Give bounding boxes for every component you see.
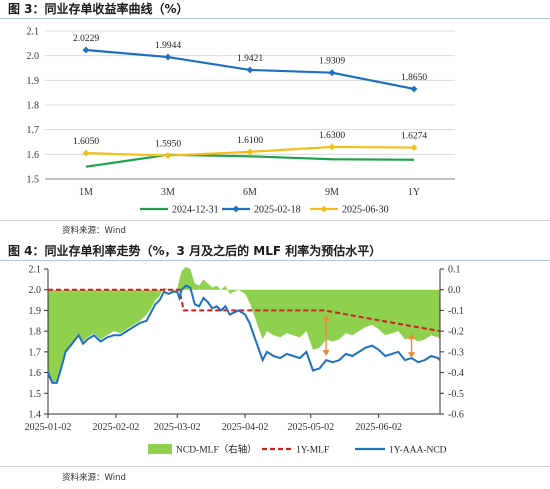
spread-arrow-head: [322, 350, 330, 356]
figure3-source-divider: [0, 220, 550, 221]
ncd-rate-trend-chart: 1.4 1.5 1.6 1.7 1.8 1.9 2.0 2.1 -0.6 -0.5 -0.4 -0.3…: [25, 265, 464, 456]
data-label: 1.9309: [319, 57, 345, 67]
x-tick-label: 2025-05-02: [287, 422, 334, 433]
left-y-tick-label: 1.7: [29, 347, 42, 358]
right-y-tick-label: -0.6: [448, 410, 464, 421]
legend-label: 2025-02-18: [254, 205, 301, 216]
data-label: 1.6274: [401, 132, 427, 142]
legend-swatch: [148, 444, 172, 454]
right-y-tick-label: -0.2: [448, 327, 464, 338]
data-point: [164, 53, 172, 61]
legend-label: 1Y-MLF: [296, 446, 329, 456]
x-tick-label: 9M: [325, 187, 339, 198]
data-label: 1.5950: [155, 140, 181, 150]
series-line: [85, 153, 415, 168]
data-point: [246, 66, 254, 74]
spread-arrow-head: [408, 333, 416, 340]
right-y-tick-label: -0.1: [448, 306, 464, 317]
figure3-source: 资料来源：Wind: [62, 226, 126, 236]
x-tick-label: 2025-04-02: [222, 422, 269, 433]
figure4-title: 图 4：同业存单利率走势（%，3 月及之后的 MLF 利率为预估水平）: [8, 244, 382, 258]
data-point: [410, 144, 418, 151]
figure3-header: 图 3：同业存单收益率曲线（%）: [0, 0, 550, 19]
y-tick-label: 1.6: [27, 150, 40, 161]
data-point: [328, 69, 336, 77]
x-tick-label: 6M: [243, 187, 257, 198]
data-point: [82, 46, 90, 54]
y-tick-label: 1.5: [27, 175, 40, 186]
x-tick-label: 1Y: [408, 187, 420, 198]
x-tick-label: 2025-02-02: [93, 422, 140, 433]
x-tick-label: 2025-03-02: [154, 422, 201, 433]
x-tick-label: 2025-06-02: [355, 422, 402, 433]
data-label: 1.8650: [401, 73, 427, 83]
left-y-tick-label: 1.8: [29, 327, 42, 338]
right-y-tick-label: -0.4: [448, 368, 464, 379]
ncd-line: [47, 284, 441, 384]
figure4-header: 图 4：同业存单利率走势（%，3 月及之后的 MLF 利率为预估水平）: [0, 242, 550, 261]
spread-arrow-head: [408, 352, 416, 359]
spread-arrow-head: [322, 314, 330, 321]
data-label: 1.6300: [319, 131, 345, 141]
legend-label: 2024-12-31: [172, 205, 219, 216]
x-tick-label: 2025-01-02: [25, 422, 72, 433]
y-tick-label: 1.9: [27, 76, 40, 87]
data-point: [328, 143, 336, 151]
data-point: [82, 149, 90, 157]
data-label: 1.9421: [237, 54, 263, 64]
y-tick-label: 2.0: [27, 51, 40, 62]
legend-label: 1Y-AAA-NCD: [389, 446, 447, 456]
data-label: 1.6100: [237, 136, 263, 146]
left-y-tick-label: 2.0: [29, 285, 42, 296]
data-point: [246, 148, 254, 156]
data-point: [410, 85, 418, 93]
x-tick-label: 3M: [161, 187, 175, 198]
figure4-source: 资料来源：Wind: [62, 473, 126, 483]
data-label: 1.6050: [73, 137, 99, 147]
left-y-tick-label: 2.1: [29, 265, 42, 276]
figure3-title: 图 3：同业存单收益率曲线（%）: [8, 2, 189, 16]
figure4-source-divider: [0, 466, 550, 467]
legend-marker: [232, 205, 240, 213]
legend-marker: [320, 205, 328, 213]
data-point: [164, 152, 172, 159]
right-y-tick-label: 0.1: [448, 265, 461, 276]
ncd-mlf-area: [48, 266, 440, 383]
y-tick-label: 1.8: [27, 101, 40, 112]
data-label: 1.9944: [155, 41, 181, 51]
mlf-line: [48, 288, 441, 333]
y-tick-label: 1.7: [27, 125, 40, 136]
legend-label: 2025-06-30: [342, 205, 389, 216]
y-tick-label: 2.1: [27, 27, 40, 38]
legend-label: NCD-MLF（右轴）: [176, 444, 257, 456]
right-y-tick-label: -0.3: [448, 347, 464, 358]
left-y-tick-label: 1.5: [29, 389, 42, 400]
left-y-tick-label: 1.9: [29, 306, 42, 317]
right-y-tick-label: -0.5: [448, 389, 464, 400]
data-label: 2.0229: [73, 34, 99, 44]
left-y-tick-label: 1.4: [29, 410, 42, 421]
yield-curve-chart: 1.5 1.6 1.7 1.8 1.9 2.0 2.1 1M 3M 6M 9M 1Y 2.0229 1.9…: [27, 27, 455, 216]
right-y-tick-label: 0.0: [448, 285, 461, 296]
x-tick-label: 1M: [79, 187, 93, 198]
left-y-tick-label: 1.6: [29, 368, 42, 379]
